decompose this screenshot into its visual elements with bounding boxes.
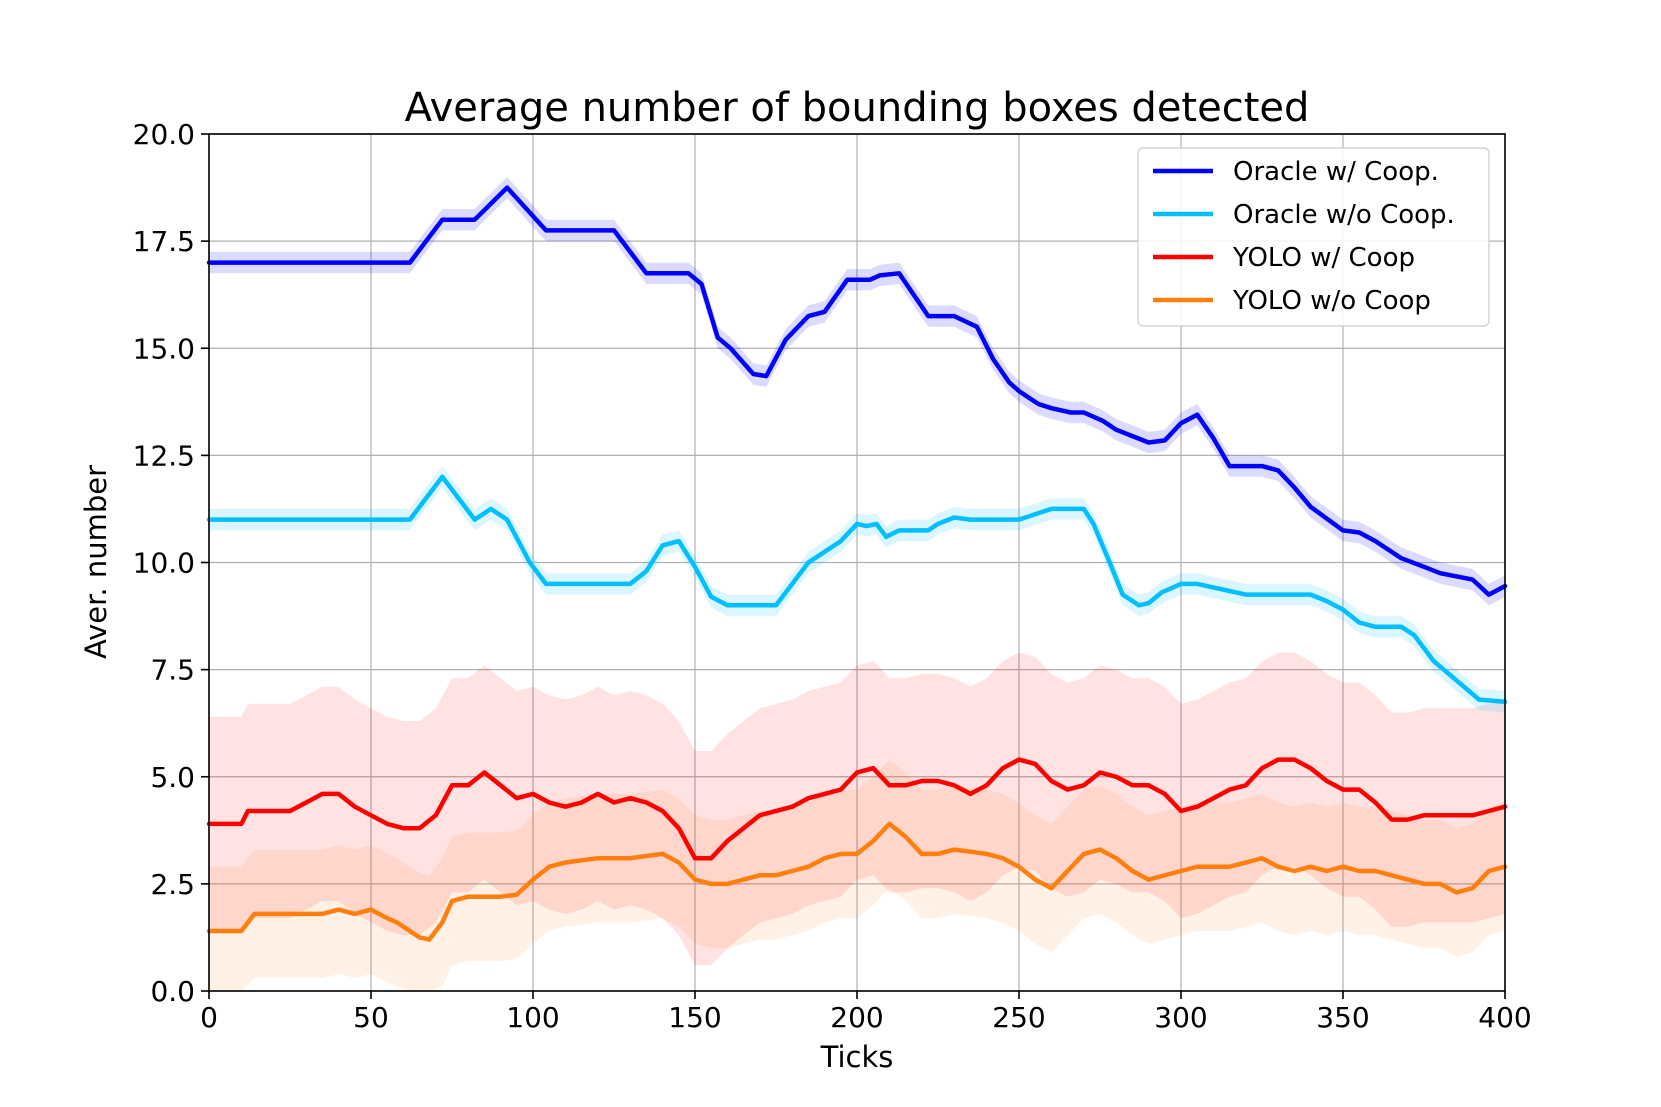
- x-axis-label: Ticks: [820, 1040, 894, 1074]
- x-tick-label: 100: [506, 1001, 559, 1034]
- y-tick-label: 15.0: [133, 332, 195, 365]
- legend-label: YOLO w/ Coop: [1232, 243, 1415, 273]
- legend-label: Oracle w/o Coop.: [1233, 200, 1455, 230]
- band-oracle-w-o-coop-: [209, 466, 1505, 713]
- legend-label: Oracle w/ Coop.: [1233, 157, 1439, 187]
- y-tick-label: 2.5: [150, 868, 195, 901]
- legend: Oracle w/ Coop. Oracle w/o Coop. YOLO w/ C…: [1137, 147, 1490, 327]
- x-tick-label: 250: [992, 1001, 1045, 1034]
- x-tick-label: 300: [1154, 1001, 1207, 1034]
- x-tick-label: 400: [1478, 1001, 1531, 1034]
- y-tick-label: 12.5: [133, 439, 195, 472]
- x-tick-label: 50: [353, 1001, 389, 1034]
- y-tick-label: 5.0: [150, 761, 195, 794]
- y-axis-label: Aver. number: [79, 465, 113, 659]
- line-yolo-w-coop: [206, 757, 1508, 861]
- line-oracle-w-o-coop-: [206, 474, 1508, 705]
- confidence-bands: [209, 176, 1505, 991]
- x-tick-label: 200: [830, 1001, 883, 1034]
- x-ticks: 0 50 100 150 200 250 300 350 400: [200, 991, 1532, 1034]
- band-yolo-w-coop: [209, 652, 1505, 966]
- x-tick-label: 350: [1316, 1001, 1369, 1034]
- x-tick-label: 0: [200, 1001, 218, 1034]
- y-tick-label: 20.0: [133, 118, 195, 151]
- chart-title: Average number of bounding boxes detecte…: [405, 85, 1310, 131]
- y-tick-label: 10.0: [133, 547, 195, 580]
- y-tick-label: 7.5: [150, 654, 195, 687]
- line-oracle-w-coop-: [206, 185, 1508, 597]
- legend-label: YOLO w/o Coop: [1232, 286, 1431, 316]
- x-tick-label: 150: [668, 1001, 721, 1034]
- y-tick-label: 0.0: [150, 975, 195, 1008]
- line-yolo-w-o-coop: [206, 821, 1508, 942]
- series-lines: [206, 185, 1508, 942]
- y-ticks: 0.0 2.5 5.0 7.5 10.0 12.5 15.0 17.5 20.0: [133, 118, 209, 1008]
- legend-frame: [1137, 147, 1490, 327]
- band-yolo-w-o-coop: [209, 759, 1505, 991]
- y-tick-label: 17.5: [133, 225, 195, 258]
